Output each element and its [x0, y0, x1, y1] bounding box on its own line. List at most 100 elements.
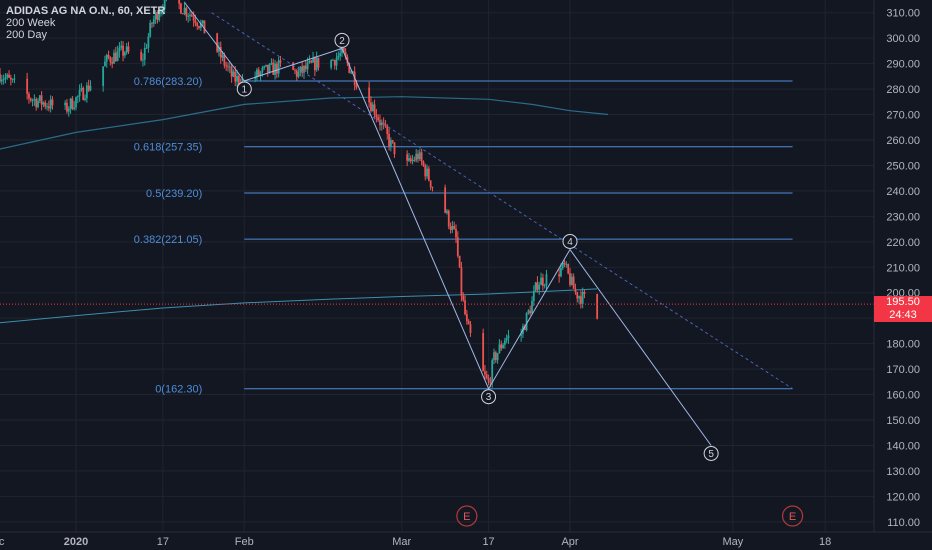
candle-body [583, 291, 586, 294]
candle-body [156, 12, 159, 20]
candle-body [417, 153, 419, 160]
candle-body [386, 126, 389, 134]
fibonacci-retracement[interactable]: 0.786(283.20) 0.618(257.35) 0.5(239.20) 0.3… [134, 76, 793, 396]
candle-body [87, 85, 90, 91]
candle-body [370, 102, 372, 112]
wave-point-marker[interactable] [481, 389, 497, 405]
ma-week-label[interactable]: 200 Week [6, 17, 56, 29]
candle-body [73, 107, 76, 110]
candle-body [227, 66, 229, 68]
candle-body [44, 102, 47, 107]
candle-body [232, 71, 235, 77]
candle-body [529, 310, 532, 314]
candle-body [237, 75, 240, 85]
ma-day-label[interactable]: 200 Day [6, 29, 47, 41]
x-tick-label: 2020 [64, 536, 88, 548]
earnings-marker[interactable] [781, 505, 804, 527]
candle-body [49, 99, 52, 109]
earnings-marker[interactable] [456, 505, 478, 527]
candle-body [109, 57, 112, 62]
candle-body [11, 79, 14, 80]
elliott-wave-path[interactable] [184, 2, 712, 446]
candle-body [292, 62, 295, 70]
candle-body [198, 26, 200, 28]
candle-body [303, 65, 305, 73]
fib-level-label: 0.786(283.20) [134, 76, 203, 88]
candle-body [493, 352, 495, 361]
candle-body [223, 55, 226, 66]
wave-point-label: 3 [486, 392, 492, 403]
candle-body [51, 99, 54, 106]
candle-body [64, 102, 67, 106]
time-axis[interactable]: Dec 2020 17 Feb Mar 17 Apr May 18 [0, 536, 831, 548]
candle-body [259, 72, 262, 76]
candle-body [158, 13, 161, 20]
candle-body [194, 20, 197, 24]
candle-body [482, 332, 485, 372]
candle-body [125, 46, 128, 53]
candle-body [424, 165, 427, 177]
earnings-marker-label: E [789, 511, 796, 523]
candle-body [485, 374, 488, 379]
candle-body [120, 45, 123, 48]
y-tick-label: 260.00 [886, 135, 920, 147]
candle-body [342, 46, 345, 53]
candle-body [313, 57, 316, 71]
candle-body [467, 321, 470, 325]
candle-body [66, 102, 68, 112]
y-tick-label: 270.00 [886, 110, 920, 122]
x-tick-label: May [722, 536, 743, 548]
candle-body [408, 158, 410, 161]
candle-body [567, 264, 570, 274]
candle-body [295, 70, 298, 77]
x-tick-label: Mar [392, 536, 411, 548]
candle-body [333, 60, 336, 66]
candle-body [444, 187, 447, 213]
candle-body [161, 9, 164, 10]
candle-body [393, 142, 396, 155]
wave-point-marker[interactable] [562, 233, 578, 249]
candle-body [180, 3, 182, 14]
grid [0, 0, 874, 532]
candle-body [28, 93, 30, 99]
bar-countdown-badge: 24:43 [874, 309, 932, 322]
candle-body [261, 67, 264, 73]
wave-point-marker[interactable] [334, 32, 350, 48]
candle-body [279, 60, 282, 63]
candle-body [507, 335, 510, 338]
candle-body [569, 273, 571, 285]
symbol-title[interactable]: ADIDAS AG NA O.N., 60, XETR [6, 5, 166, 17]
candle-body [29, 98, 32, 101]
elliott-wave-drawing[interactable]: 1 2 3 4 5 [184, 2, 793, 461]
candle-body [0, 79, 3, 82]
candle-body [151, 22, 153, 24]
candle-body [500, 344, 503, 349]
candle-body [487, 378, 490, 383]
wave-point-marker[interactable] [236, 81, 252, 97]
x-tick-label: 18 [819, 536, 831, 548]
candle-body [13, 78, 16, 80]
dashed-trendline[interactable] [211, 12, 793, 390]
candle-body [201, 20, 204, 24]
candle-body [294, 69, 296, 71]
candle-body [185, 7, 188, 17]
price-axis[interactable]: 110.00 120.00 130.00 140.00 150.00 160.00 170.… [886, 8, 920, 529]
candle-body [570, 276, 573, 285]
candle-body [147, 36, 150, 48]
candle-body [143, 48, 146, 60]
candle-body [118, 47, 121, 52]
candle-body [310, 60, 313, 63]
candle-body [42, 102, 45, 105]
wave-point-marker[interactable] [703, 445, 719, 461]
candle-body [498, 344, 501, 354]
candle-body [275, 63, 278, 74]
candle-body [299, 66, 302, 72]
candle-body [520, 334, 523, 336]
candle-body [256, 69, 258, 77]
candle-body [563, 262, 566, 265]
candle-body [0, 73, 1, 82]
candle-body [122, 45, 124, 56]
